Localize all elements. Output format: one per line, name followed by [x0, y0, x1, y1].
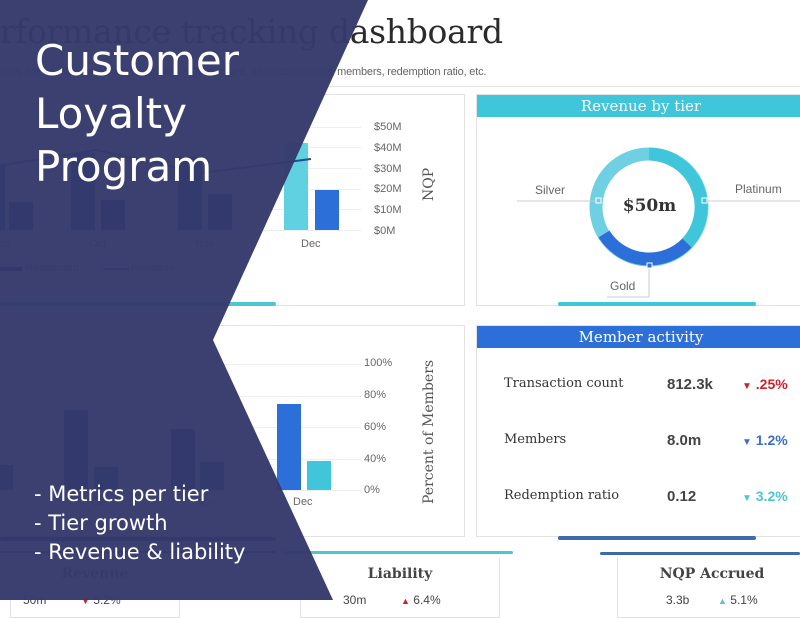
member-activity-card: Member activity Transaction count 812.3k… — [476, 325, 800, 537]
y-tick: 100% — [364, 357, 393, 369]
tier-label-silver: Silver — [535, 183, 566, 197]
metric-label: Members — [504, 432, 567, 447]
y-tick: $0M — [374, 225, 396, 237]
bar-dec-redeemed — [315, 190, 339, 230]
overlay-title-line: Program — [35, 142, 213, 191]
bar-dec-s2 — [307, 461, 331, 490]
bullet-item: - Tier growth — [34, 511, 168, 535]
metric-value: 812.3k — [667, 376, 713, 393]
revenue-by-tier-card: Revenue by tier $50m Silver Platinum Gol… — [476, 94, 800, 306]
y-tick: 80% — [364, 389, 387, 401]
bullet-item: - Revenue & liability — [34, 540, 246, 564]
kpi-line-3 — [600, 552, 800, 555]
kpi-title: Liability — [367, 566, 433, 582]
overlay-title-line: Loyalty — [35, 89, 187, 138]
metric-value: 0.12 — [667, 488, 697, 505]
overlay-title: Customer Loyalty Program — [35, 34, 239, 193]
y-tick: $20M — [374, 183, 402, 195]
x-label-dec: Dec — [293, 496, 313, 508]
down-arrow-icon: ▼ — [742, 437, 752, 448]
bar-dec-s1 — [277, 404, 301, 490]
x-label-dec: Dec — [301, 238, 321, 250]
overlay-bullet-list: - Metrics per tier - Tier growth - Reven… — [34, 480, 245, 567]
y-tick: 60% — [364, 421, 387, 433]
overlay-title-line: Customer — [35, 36, 240, 85]
title-overlay-panel — [0, 0, 368, 600]
tier-label-platinum: Platinum — [735, 182, 782, 196]
down-arrow-icon: ▼ — [742, 381, 752, 392]
y-tick: $10M — [374, 204, 402, 216]
metric-delta: ▼ 3.2% — [742, 488, 788, 504]
tier-label-gold: Gold — [610, 279, 636, 293]
kpi-title: NQP Accrued — [659, 566, 765, 582]
member-activity-title: Member activity — [477, 326, 800, 348]
activity-card-underline — [558, 536, 756, 540]
y-tick: $50M — [374, 121, 402, 133]
y-tick: $40M — [374, 142, 402, 154]
delta-value: 3.2% — [755, 488, 788, 504]
metric-label: Redemption ratio — [504, 488, 620, 503]
metric-delta: ▼ .25% — [742, 376, 788, 392]
y-tick: 0% — [364, 484, 380, 496]
delta-value: 1.2% — [755, 432, 788, 448]
donut-center-value: $50m — [622, 196, 677, 216]
metric-value: 8.0m — [667, 432, 702, 449]
metric-label: Transaction count — [504, 376, 624, 391]
revenue-donut-chart — [517, 147, 800, 298]
revenue-by-tier-title: Revenue by tier — [477, 95, 800, 117]
revenue-card-underline — [558, 302, 756, 306]
bullet-item: - Metrics per tier — [34, 482, 209, 506]
down-arrow-icon: ▼ — [742, 493, 752, 504]
kpi-line-2 — [283, 551, 513, 554]
y-tick: 40% — [364, 453, 387, 465]
delta-value: .25% — [755, 376, 788, 392]
header-divider — [0, 86, 800, 87]
metric-delta: ▼ 1.2% — [742, 432, 788, 448]
y-tick: $30M — [374, 163, 402, 175]
